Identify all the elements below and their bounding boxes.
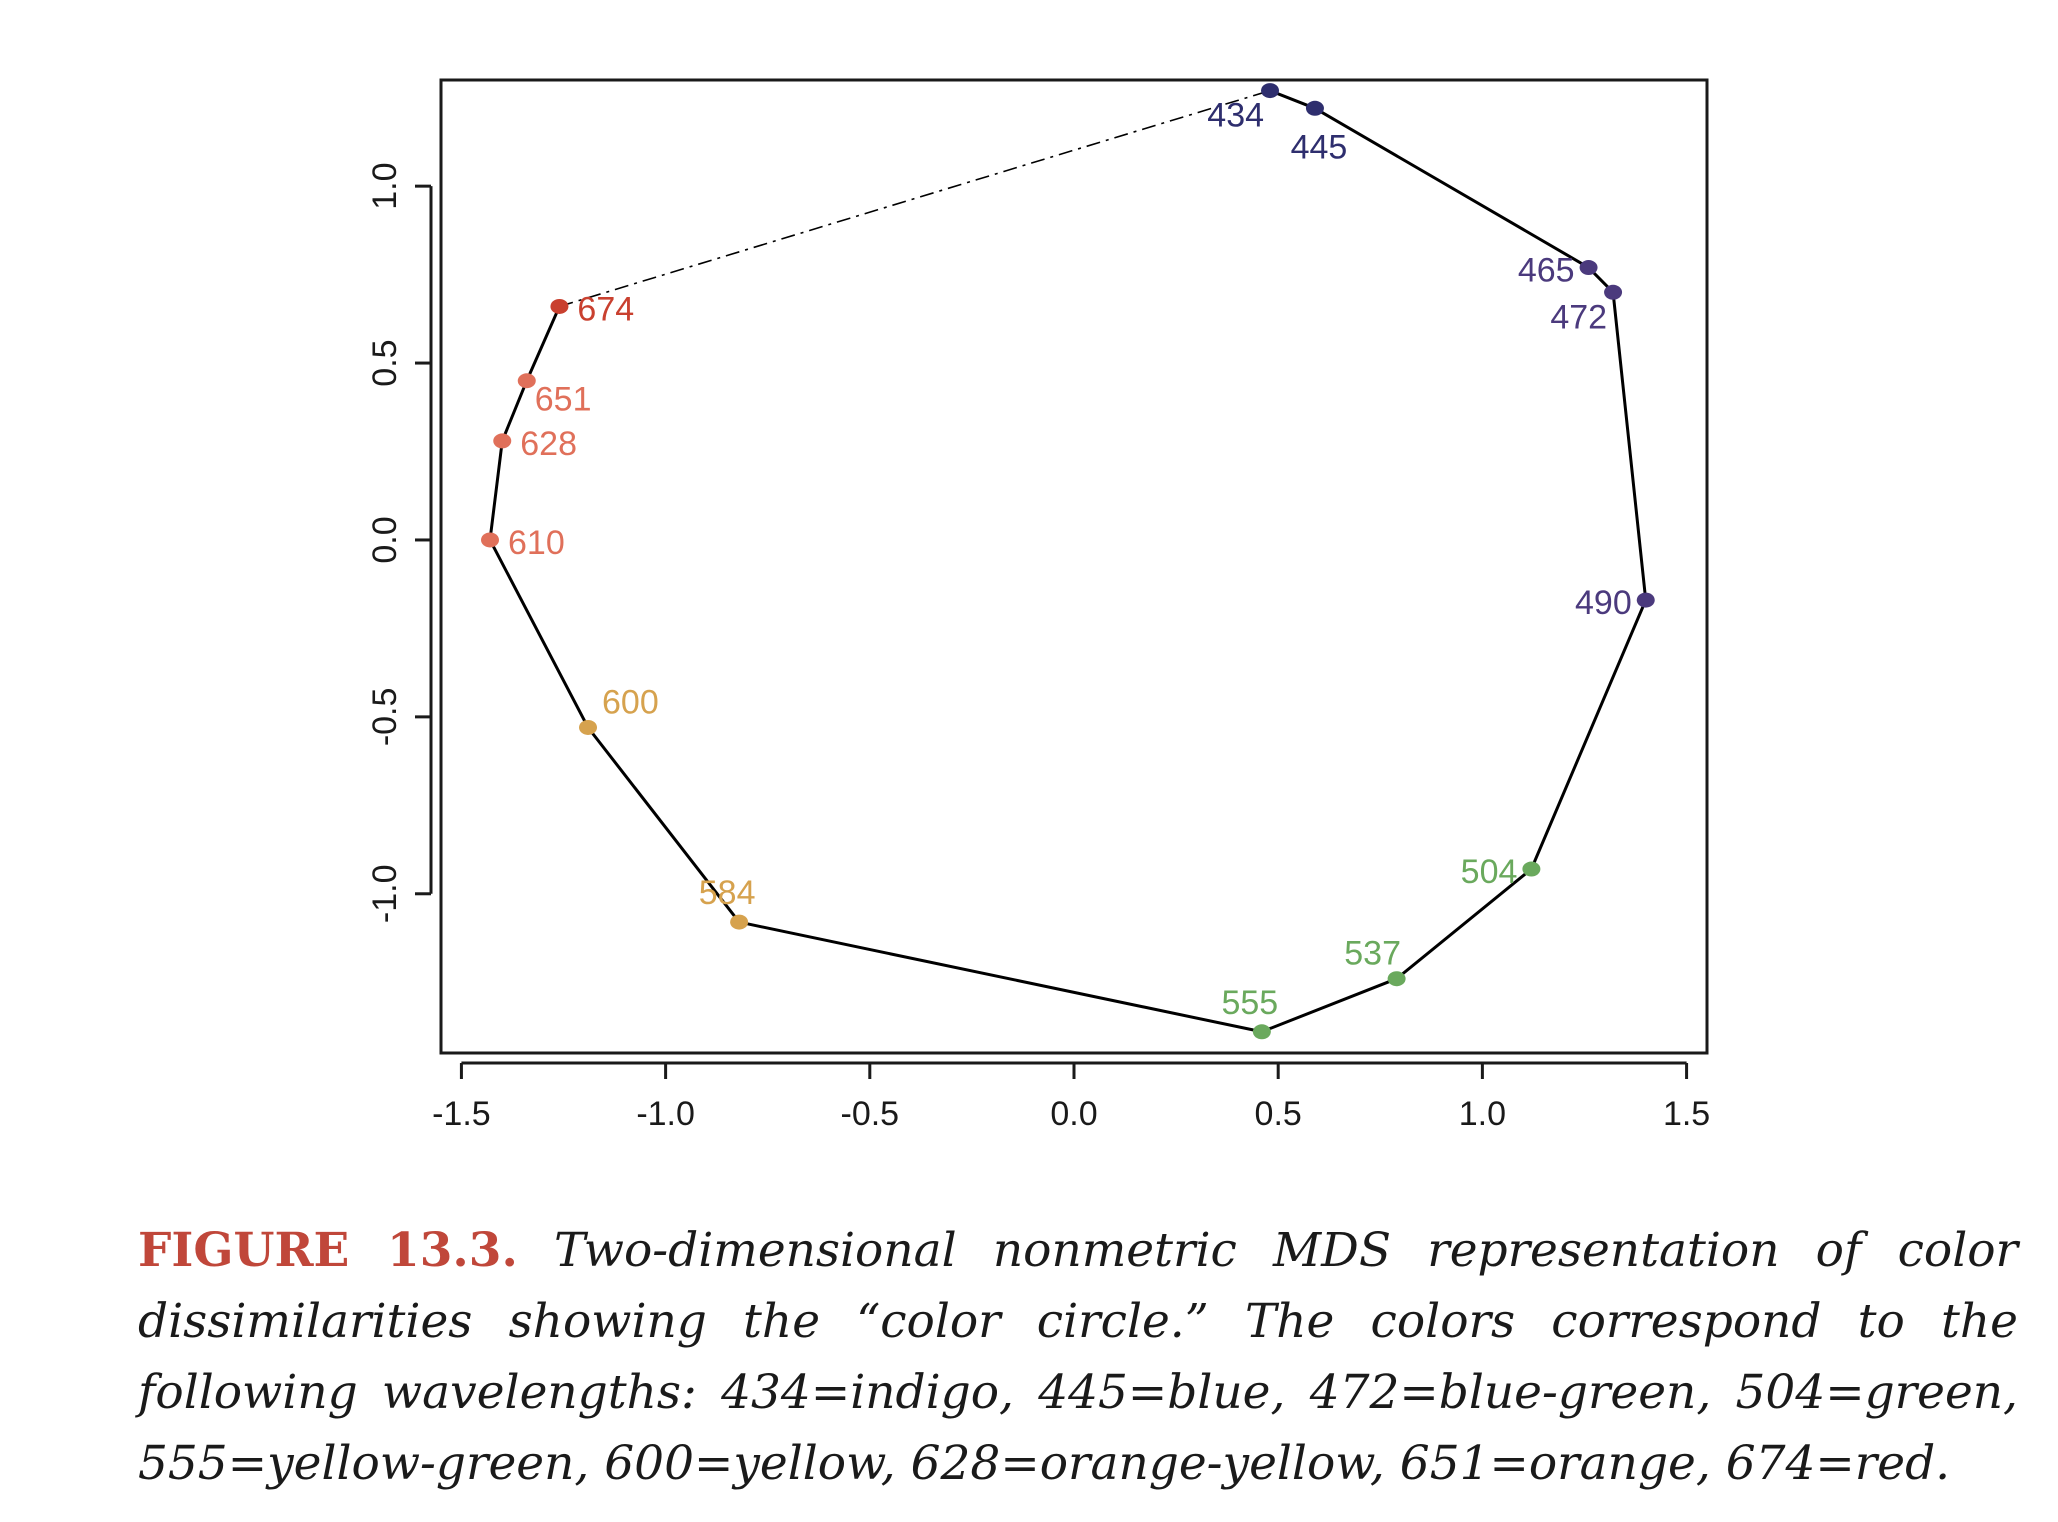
data-point xyxy=(1579,260,1598,276)
data-point-label: 472 xyxy=(1550,298,1607,336)
x-tick-label: -0.5 xyxy=(841,1095,900,1133)
data-point-label: 434 xyxy=(1207,97,1264,135)
data-point xyxy=(1261,83,1280,99)
data-point xyxy=(1604,284,1623,300)
data-point xyxy=(579,719,598,735)
data-points xyxy=(481,83,1655,1040)
figure-caption: FIGURE 13.3. Two-dimensional nonmetric M… xyxy=(138,1215,2018,1499)
data-point xyxy=(1636,592,1655,608)
data-point xyxy=(550,298,569,314)
data-point-label: 651 xyxy=(535,381,592,419)
x-tick-label: -1.0 xyxy=(636,1095,695,1133)
dash-dot-segment xyxy=(559,89,1271,308)
y-tick-label: -1.0 xyxy=(366,864,404,923)
data-point xyxy=(1522,861,1541,877)
data-point-label: 537 xyxy=(1344,935,1401,973)
caption-text: Two-dimensional nonmetric MDS representa… xyxy=(138,1223,2018,1491)
data-labels: 434 445 465 472 490 504 537 555 584 600 610 628 651 6… xyxy=(508,97,1632,1022)
x-tick-label: 1.0 xyxy=(1459,1095,1506,1133)
data-point xyxy=(517,373,536,389)
x-tick-label: 0.0 xyxy=(1050,1095,1097,1133)
data-point xyxy=(481,532,500,548)
mds-scatter-plot: -1.5 -1.0 -0.5 0.0 0.5 1.0 1.5 -1.0 -0.5 0.0 0.5 1.… xyxy=(366,78,1710,1133)
axes: -1.5 -1.0 -0.5 0.0 0.5 1.0 1.5 -1.0 -0.5 0.0 0.5 1.… xyxy=(366,163,1710,1133)
y-tick-label: 0.5 xyxy=(366,339,404,386)
y-tick-label: 1.0 xyxy=(366,163,404,210)
caption-label: FIGURE 13.3. xyxy=(138,1223,518,1278)
x-tick-label: -1.5 xyxy=(432,1095,491,1133)
y-tick-label: 0.0 xyxy=(366,516,404,563)
data-point xyxy=(1387,971,1406,987)
data-point xyxy=(730,914,749,930)
data-point-label: 555 xyxy=(1221,984,1278,1022)
data-point xyxy=(1305,100,1324,116)
data-point-label: 584 xyxy=(699,874,756,912)
data-point-label: 465 xyxy=(1518,252,1575,290)
data-point-label: 610 xyxy=(508,524,565,562)
data-point-label: 490 xyxy=(1575,584,1632,622)
x-tick-label: 1.5 xyxy=(1663,1095,1710,1133)
data-point-label: 628 xyxy=(520,425,577,463)
plot-frame xyxy=(439,78,1709,1055)
data-point-label: 445 xyxy=(1291,128,1348,166)
data-point xyxy=(1252,1024,1271,1040)
data-point-label: 504 xyxy=(1461,853,1518,891)
x-tick-label: 0.5 xyxy=(1255,1095,1302,1133)
y-tick-label: -0.5 xyxy=(366,688,404,747)
data-point xyxy=(493,433,512,449)
data-point-label: 600 xyxy=(602,683,659,721)
data-point-label: 674 xyxy=(577,290,634,328)
